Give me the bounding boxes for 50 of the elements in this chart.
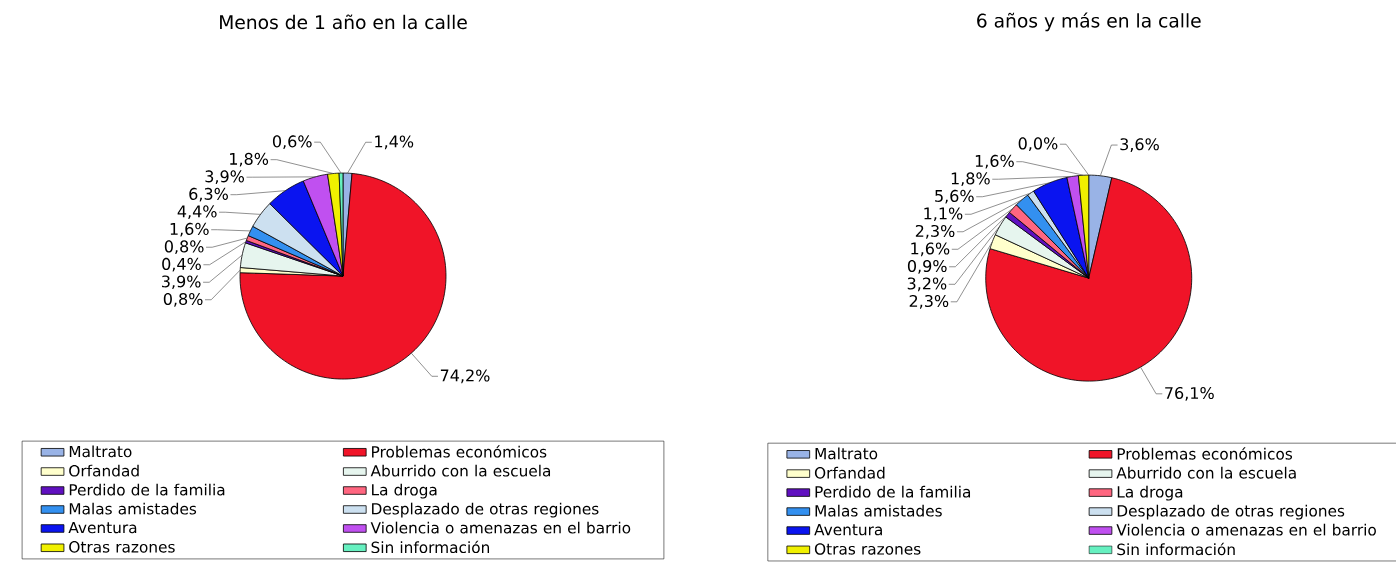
data-label: 6,3% — [189, 187, 228, 202]
data-label: 1,8% — [230, 152, 269, 167]
legend-label: Sin información — [1117, 542, 1235, 556]
legend-label: Aventura — [68, 521, 137, 534]
data-label: 1,1% — [924, 207, 963, 222]
data-label: 0,6% — [272, 135, 312, 150]
legend-label: Malas amistades — [69, 502, 197, 515]
legend-label: Violencia o amenazas en el barrio — [370, 521, 631, 534]
data-label: 0,8% — [164, 240, 204, 255]
legend-label: Orfandad — [814, 466, 885, 479]
legend-label: Problemas económicos — [1117, 447, 1293, 460]
legend-label: Desplazado de otras regiones — [372, 502, 599, 518]
legend-label: Sin información — [371, 540, 490, 554]
data-label: 3,6% — [1120, 138, 1159, 152]
data-label: 2,3% — [909, 294, 949, 309]
legend-label: Malas amistades — [815, 504, 942, 517]
legend-label: Aburrido con la escuela — [1116, 466, 1296, 479]
data-label: 74,2% — [440, 369, 490, 384]
data-label: 5,6% — [935, 189, 974, 204]
data-label: 1,6% — [170, 222, 209, 237]
legend-label: Otras razones — [814, 543, 921, 555]
legend-label: Orfandad — [69, 464, 139, 477]
data-label: 2,3% — [915, 224, 955, 239]
legend-label: Otras razones — [69, 541, 175, 553]
legend-label: Perdido de la familia — [69, 483, 225, 496]
data-label: 3,9% — [205, 170, 245, 185]
chart-title: Menos de 1 año en la calle — [220, 14, 467, 30]
legend-label: Problemas económicos — [372, 445, 547, 458]
data-label: 3,9% — [162, 275, 201, 290]
data-label: 0,8% — [163, 292, 203, 307]
legend-label: Desplazado de otras regiones — [1117, 504, 1345, 520]
legend-label: Maltrato — [815, 447, 878, 460]
legend-label: Violencia o amenazas en el barrio — [1116, 523, 1376, 536]
data-label: 1,8% — [951, 172, 990, 187]
legend-label: La droga — [1117, 485, 1183, 501]
legend-label: Perdido de la familia — [815, 485, 971, 498]
data-label: 3,2% — [907, 277, 947, 292]
chart-title: 6 años y más en la calle — [977, 12, 1201, 32]
data-label: 4,4% — [177, 205, 217, 220]
legend-label: Aventura — [814, 523, 882, 536]
data-label: 0,4% — [162, 257, 201, 272]
text: 0,0% — [1018, 137, 1058, 152]
data-label: 1,6% — [975, 154, 1014, 169]
legend-label: La droga — [372, 483, 437, 499]
legend-label: Maltrato — [69, 445, 132, 458]
data-label: 1,6% — [911, 242, 950, 257]
data-label: 76,1% — [1165, 386, 1214, 401]
data-label: 0,9% — [907, 259, 947, 274]
legend-label: Aburrido con la escuela — [370, 464, 551, 477]
data-label: 1,4% — [375, 135, 414, 150]
